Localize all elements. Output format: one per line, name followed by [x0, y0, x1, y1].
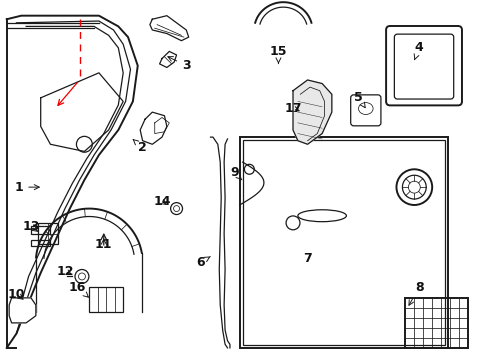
Bar	[239, 137, 447, 348]
Text: 7: 7	[303, 252, 311, 265]
Text: 10: 10	[8, 288, 25, 301]
Bar	[89, 287, 123, 312]
Polygon shape	[159, 51, 176, 67]
Bar	[31, 240, 50, 246]
Text: 16: 16	[68, 281, 88, 297]
Text: 4: 4	[413, 41, 423, 60]
Text: 3: 3	[167, 57, 190, 72]
Text: 14: 14	[153, 195, 170, 208]
Polygon shape	[292, 80, 331, 144]
Text: 11: 11	[95, 238, 112, 251]
Text: 1: 1	[15, 181, 39, 194]
Text: 5: 5	[353, 91, 365, 108]
Text: 12: 12	[56, 265, 74, 278]
Text: 2: 2	[133, 140, 147, 154]
Bar	[242, 140, 445, 345]
Text: 15: 15	[269, 45, 286, 63]
Text: 9: 9	[230, 166, 242, 180]
Polygon shape	[9, 298, 36, 323]
Text: 17: 17	[284, 102, 301, 115]
Text: 8: 8	[408, 281, 423, 305]
Polygon shape	[140, 112, 166, 144]
Text: 6: 6	[196, 256, 210, 269]
Bar	[38, 223, 58, 244]
Bar	[404, 298, 467, 348]
Polygon shape	[150, 16, 188, 41]
Text: 13: 13	[22, 220, 40, 233]
Bar	[31, 226, 50, 234]
